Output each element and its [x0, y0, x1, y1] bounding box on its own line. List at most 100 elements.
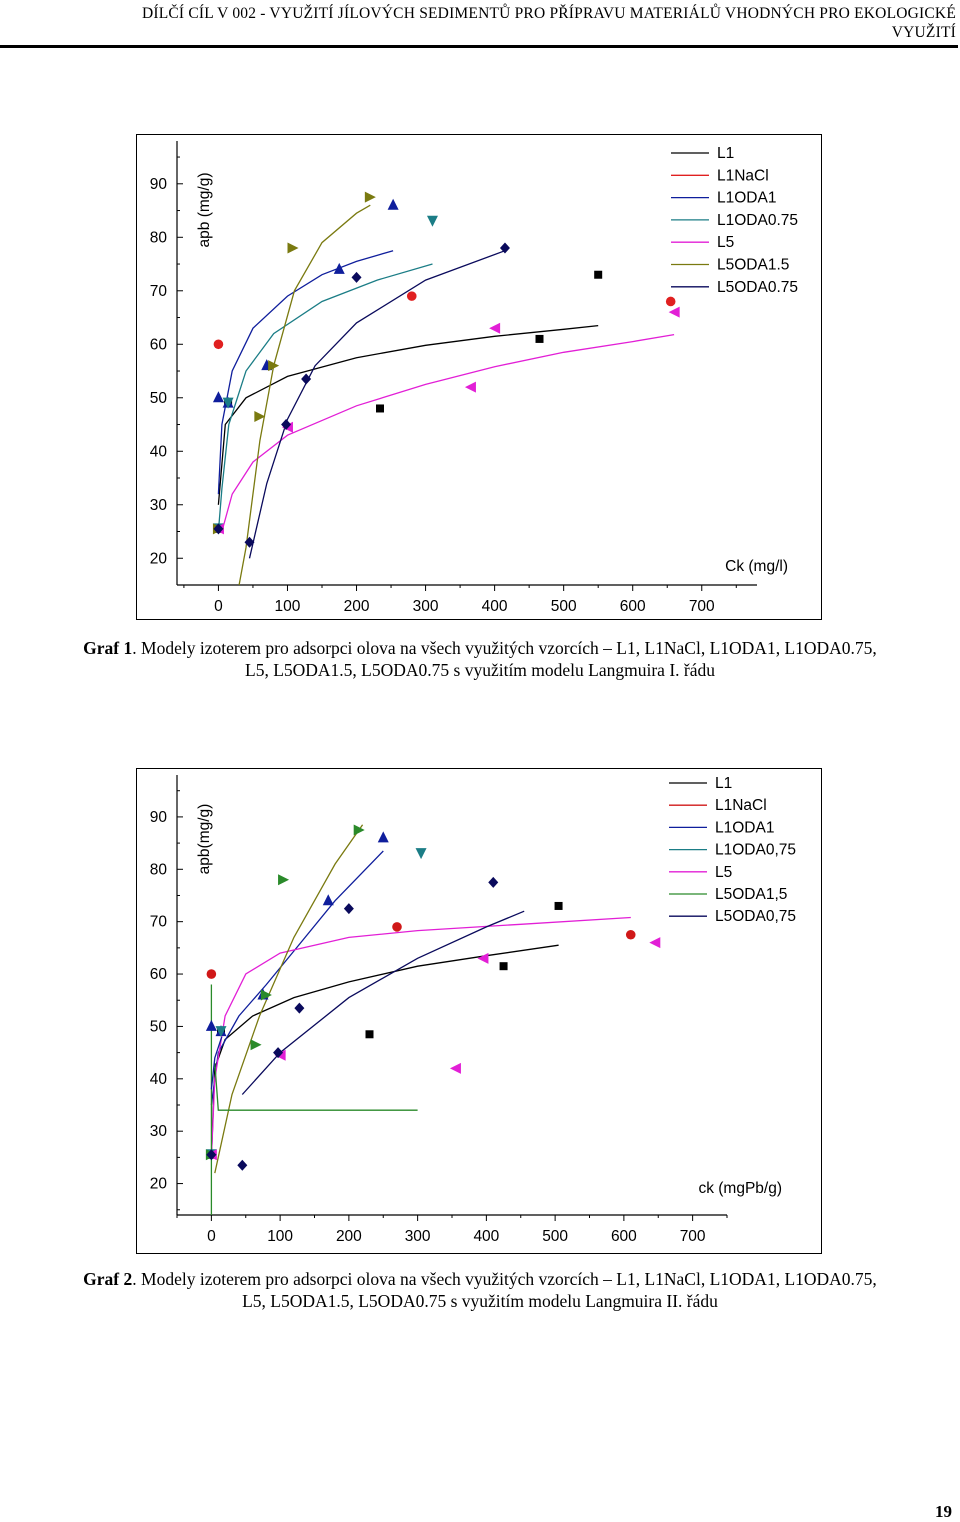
- data-point-l5oda1-5: [260, 989, 272, 1001]
- x-tick-label: 500: [542, 1228, 568, 1245]
- chart-2-svg: 20 30 40 50 60 70 80 90 0 100 200 300 400 500 600 700 ap…: [150, 775, 796, 1245]
- caption-1-line2: L5, L5ODA1.5, L5ODA0.75 s využitím model…: [245, 660, 715, 680]
- data-point-l5oda0-75: [351, 271, 362, 283]
- x-tick-label: 0: [207, 1228, 216, 1245]
- data-point-l1oda1: [387, 198, 399, 210]
- legend-label-l1oda0-75: L1ODA0,75: [715, 842, 796, 859]
- y-tick-label: 50: [150, 1018, 168, 1035]
- data-point-l1: [535, 334, 544, 343]
- data-point-l5oda0-75: [206, 1149, 217, 1161]
- data-point-l5oda0-75: [244, 536, 255, 548]
- data-point-l1oda1: [212, 391, 224, 403]
- data-point-l5oda0-75: [499, 242, 510, 254]
- page-number: 19: [935, 1502, 952, 1521]
- series-curve-fit: [210, 1036, 223, 1090]
- data-point-l1oda0-75: [222, 397, 234, 409]
- series-curve-l5oda1-5: [238, 204, 371, 586]
- data-point-l1nacl: [406, 291, 417, 301]
- y-axis-label: apb (mg/g): [196, 173, 213, 248]
- caption-2-label: Graf 2: [83, 1269, 133, 1289]
- series-curve-l5oda0-75: [241, 910, 525, 1095]
- y-tick-label: 30: [150, 497, 168, 514]
- header-line-2: VYUŽITÍ: [891, 24, 956, 41]
- x-tick-label: 400: [473, 1228, 499, 1245]
- data-point-l5: [464, 381, 476, 393]
- series-curve-fit: [214, 824, 364, 1174]
- data-point-l1oda1: [322, 894, 334, 906]
- data-point-l5oda0-75: [294, 1002, 305, 1014]
- caption-1-label: Graf 1: [83, 638, 133, 658]
- data-point-l1: [365, 1030, 374, 1039]
- data-point-l5: [649, 937, 661, 949]
- data-point-l5oda1-5: [268, 360, 280, 372]
- x-tick-label: 0: [214, 598, 223, 615]
- x-tick-label: 600: [620, 598, 646, 615]
- chart-2: 20 30 40 50 60 70 80 90 0 100 200 300 400 500 600 700 ap…: [136, 768, 822, 1254]
- data-point-l1nacl: [213, 339, 224, 350]
- series-curve-l1oda1: [217, 250, 394, 495]
- y-tick-label: 30: [150, 1123, 168, 1140]
- header-rule: [0, 45, 958, 48]
- data-point-l5oda0-75: [301, 373, 312, 385]
- y-tick-label: 40: [150, 1071, 168, 1088]
- x-tick-label: 100: [267, 1228, 293, 1245]
- x-tick-label: 100: [275, 598, 301, 615]
- chart-1-svg: 20 30 40 50 60 70 80 90 0 100 200 300 400 500 600 700 ap…: [150, 141, 798, 615]
- data-point-l5: [477, 952, 489, 964]
- x-tick-label: 200: [344, 598, 370, 615]
- data-point-l5oda1-5: [278, 874, 290, 886]
- legend-label-l5oda1-5: L5ODA1.5: [717, 257, 789, 274]
- chart-1: 20 30 40 50 60 70 80 90 0 100 200 300 400 500 600 700 ap…: [136, 134, 822, 620]
- data-point-l5oda1-5: [254, 410, 266, 422]
- x-tick-label: 300: [413, 598, 439, 615]
- legend-label-l5oda1-5: L5ODA1,5: [715, 886, 787, 903]
- y-tick-label: 60: [150, 336, 168, 353]
- series-curve-l1oda1: [210, 850, 384, 1106]
- data-point-l5oda0-75: [237, 1159, 248, 1171]
- legend-label-l1: L1: [717, 145, 734, 162]
- y-tick-label: 40: [150, 443, 168, 460]
- header-line-1: DÍLČÍ CÍL V 002 - VYUŽITÍ JÍLOVÝCH SEDIM…: [141, 5, 956, 22]
- x-tick-label: 300: [405, 1228, 431, 1245]
- legend-label-l5oda0-75: L5ODA0.75: [717, 279, 798, 296]
- data-point-l1oda0-75: [415, 848, 427, 860]
- y-tick-label: 70: [150, 283, 168, 300]
- y-tick-label: 80: [150, 229, 168, 246]
- caption-1-text: . Modely izoterem pro adsorpci olova na …: [132, 638, 877, 658]
- data-point-l1oda0-75: [215, 1026, 227, 1038]
- y-tick-label: 20: [150, 550, 168, 567]
- data-point-l1: [554, 901, 563, 910]
- x-tick-label: 600: [611, 1228, 637, 1245]
- y-tick-label: 80: [150, 861, 168, 878]
- y-tick-label: 90: [150, 176, 168, 193]
- y-tick-label: 20: [150, 1176, 168, 1193]
- data-point-l5oda1-5: [287, 242, 299, 254]
- data-point-l1oda1: [377, 831, 389, 843]
- data-point-l5: [449, 1062, 461, 1074]
- data-point-l5oda0-75: [213, 523, 224, 535]
- data-point-l5oda1-5: [250, 1039, 262, 1051]
- data-point-l1oda1: [205, 1019, 217, 1031]
- data-point-l5oda1-5: [364, 191, 376, 203]
- y-tick-label: 50: [150, 390, 168, 407]
- series-curve-l1: [217, 324, 599, 505]
- legend-label-l5oda0-75: L5ODA0,75: [715, 908, 796, 925]
- data-point-l1nacl: [625, 929, 636, 940]
- caption-2-text: . Modely izoterem pro adsorpci olova na …: [132, 1269, 877, 1289]
- data-point-l5oda1-5: [353, 824, 365, 836]
- document-header: DÍLČÍ CÍL V 002 - VYUŽITÍ JÍLOVÝCH SEDIM…: [0, 4, 956, 42]
- legend-label-l5: L5: [715, 864, 732, 881]
- data-point-l5: [668, 306, 680, 318]
- x-axis-label: ck (mgPb/g): [698, 1180, 782, 1197]
- data-point-l5oda0-75: [273, 1047, 284, 1059]
- caption-2-line2: L5, L5ODA1.5, L5ODA0.75 s využitím model…: [242, 1291, 718, 1311]
- data-point-l1oda0-75: [426, 215, 438, 227]
- y-tick-label: 90: [150, 809, 168, 826]
- x-tick-label: 500: [551, 598, 577, 615]
- data-point-l1oda1: [333, 262, 345, 274]
- legend-label-l1oda1: L1ODA1: [715, 819, 774, 836]
- x-tick-label: 700: [689, 598, 715, 615]
- x-tick-label: 700: [680, 1228, 706, 1245]
- x-tick-label: 400: [482, 598, 508, 615]
- x-axis-label: Ck (mg/l): [725, 558, 788, 575]
